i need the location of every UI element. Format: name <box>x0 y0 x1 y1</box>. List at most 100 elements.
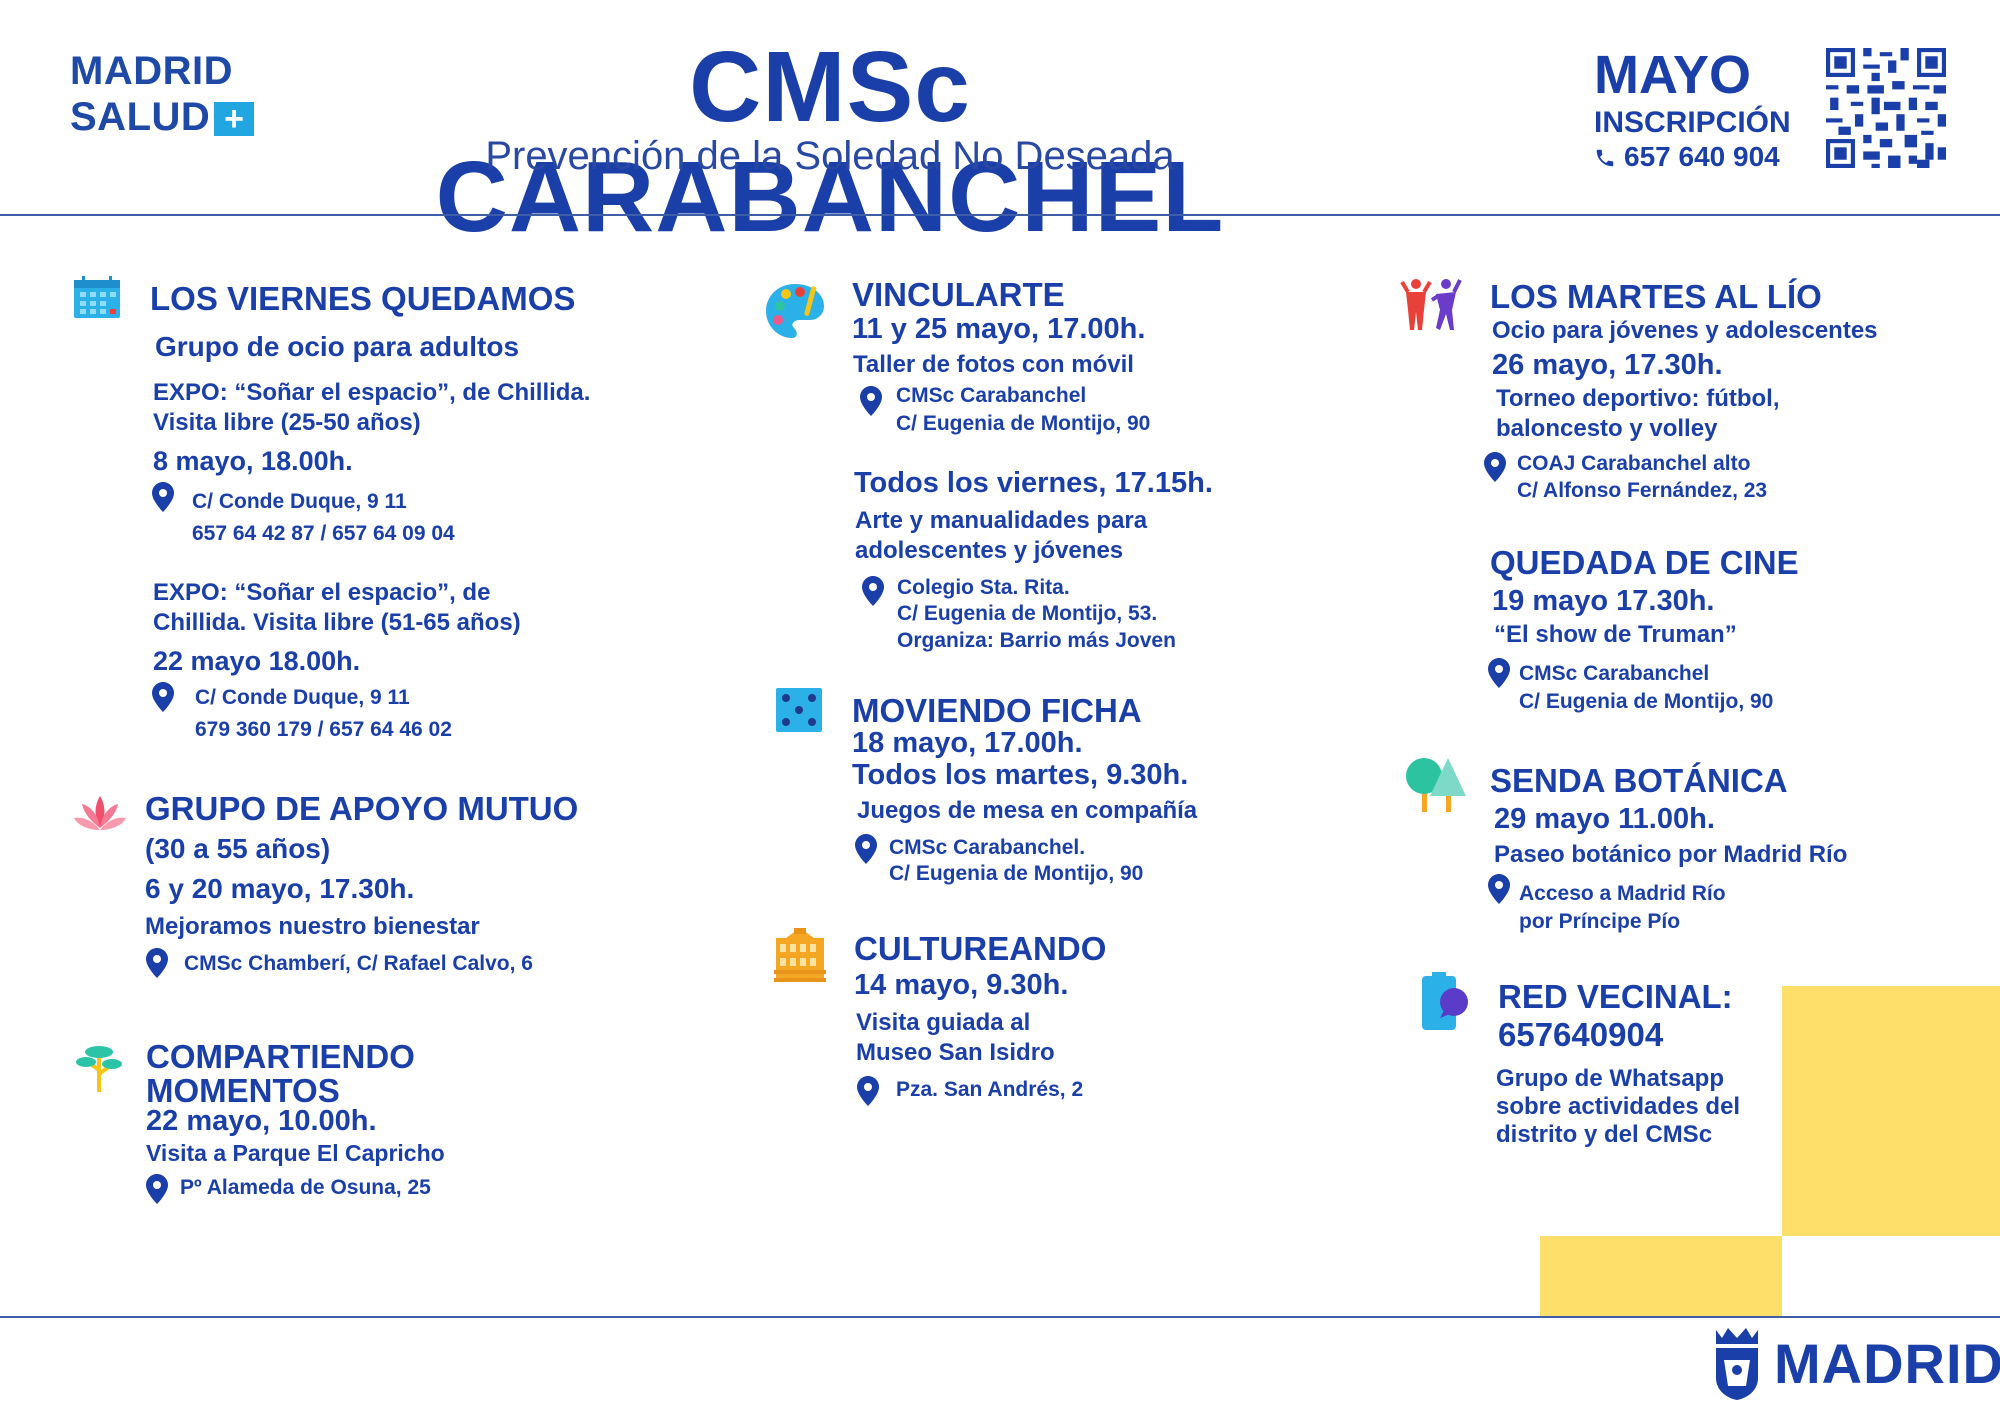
madrid-footer-logo: MADRID <box>1774 1332 2000 1395</box>
red-desc-3: distrito y del CMSc <box>1496 1121 1713 1148</box>
phone-chat-icon <box>1422 972 1468 1030</box>
martes-desc-1: Torneo deportivo: fútbol, <box>1496 385 1780 412</box>
vincularte-location-2b: C/ Eugenia de Montijo, 53. <box>897 602 1158 625</box>
location-pin-icon <box>855 834 877 864</box>
page-subtitle: Prevención de la Soledad No Deseada <box>485 134 1175 178</box>
expo1-location: C/ Conde Duque, 9 11 <box>192 490 407 513</box>
location-pin-icon <box>1488 658 1510 688</box>
senda-desc: Paseo botánico por Madrid Río <box>1494 841 1848 868</box>
month-label: MAYO <box>1594 45 1752 105</box>
location-pin-icon <box>862 576 884 606</box>
cine-location-2: C/ Eugenia de Montijo, 90 <box>1519 690 1774 713</box>
compartiendo-date: 22 mayo, 10.00h. <box>146 1105 377 1137</box>
martes-title: LOS MARTES AL LÍO <box>1490 278 1822 315</box>
footer-divider <box>0 1316 2000 1318</box>
vincularte-location-2: C/ Eugenia de Montijo, 90 <box>896 412 1151 435</box>
cultureando-title: CULTUREANDO <box>854 930 1107 967</box>
location-pin-icon <box>1488 874 1510 904</box>
trees-icon <box>1406 758 1466 812</box>
ficha-date-1: 18 mayo, 17.00h. <box>852 727 1083 759</box>
dice-icon <box>776 688 822 732</box>
compartiendo-title-1: COMPARTIENDO <box>146 1038 415 1075</box>
calendar-icon <box>74 276 120 318</box>
expo1-line2: Visita libre (25-50 años) <box>153 409 421 436</box>
page-title: CMSc CARABANCHEL <box>435 31 1225 253</box>
expo2-phones: 679 360 179 / 657 64 46 02 <box>195 718 452 741</box>
cultureando-location: Pza. San Andrés, 2 <box>896 1078 1084 1101</box>
expo2-line2: Chillida. Visita libre (51-65 años) <box>153 609 521 636</box>
expo1-phones: 657 64 42 87 / 657 64 09 04 <box>192 522 455 545</box>
red-desc-1: Grupo de Whatsapp <box>1496 1065 1724 1092</box>
vincularte-desc-2a: Arte y manualidades para <box>855 507 1148 534</box>
building-icon <box>774 928 826 982</box>
senda-date: 29 mayo 11.00h. <box>1494 803 1715 835</box>
ficha-date-2: Todos los martes, 9.30h. <box>852 759 1189 791</box>
senda-location-2: por Príncipe Pío <box>1519 910 1681 933</box>
apoyo-location: CMSc Chamberí, C/ Rafael Calvo, 6 <box>184 952 533 975</box>
plus-icon: + <box>214 102 255 137</box>
cultureando-desc-1: Visita guiada al <box>856 1009 1031 1036</box>
compartiendo-title-2: MOMENTOS <box>146 1072 340 1109</box>
vincularte-date-2: Todos los viernes, 17.15h. <box>854 467 1213 499</box>
location-pin-icon <box>857 1076 879 1106</box>
lotus-icon <box>74 796 126 830</box>
red-title-2: 657640904 <box>1498 1016 1664 1053</box>
vincularte-desc-2b: adolescentes y jóvenes <box>855 537 1124 564</box>
senda-title: SENDA BOTÁNICA <box>1490 762 1788 799</box>
cine-desc: “El show de Truman” <box>1494 621 1737 648</box>
expo2-date: 22 mayo 18.00h. <box>153 646 361 676</box>
vincularte-title: VINCULARTE <box>852 276 1065 313</box>
vincularte-location-1: CMSc Carabanchel <box>896 384 1087 407</box>
expo2-line1: EXPO: “Soñar el espacio”, de <box>153 579 491 606</box>
red-title-1: RED VECINAL: <box>1498 978 1733 1015</box>
apoyo-title: GRUPO DE APOYO MUTUO <box>145 790 579 827</box>
expo1-date: 8 mayo, 18.00h. <box>153 446 353 476</box>
martes-location-2: C/ Alfonso Fernández, 23 <box>1517 479 1768 502</box>
compartiendo-location: Pº Alameda de Osuna, 25 <box>180 1176 431 1199</box>
viernes-title: LOS VIERNES QUEDAMOS <box>150 280 576 317</box>
vincularte-desc: Taller de fotos con móvil <box>853 351 1134 378</box>
madrid-shield-icon <box>1716 1328 1758 1400</box>
header-divider <box>0 214 2000 216</box>
vincularte-date: 11 y 25 mayo, 17.00h. <box>852 313 1146 345</box>
logo-line1: MADRID <box>70 49 233 93</box>
yellow-block <box>1540 1236 1782 1316</box>
tree-icon <box>76 1046 122 1092</box>
viernes-subtitle: Grupo de ocio para adultos <box>155 331 520 362</box>
location-pin-icon <box>146 1174 168 1204</box>
qr-code-icon[interactable] <box>1826 48 1946 168</box>
apoyo-desc: Mejoramos nuestro bienestar <box>145 913 480 940</box>
location-pin-icon <box>146 948 168 978</box>
ficha-desc: Juegos de mesa en compañía <box>857 797 1198 824</box>
vincularte-organizer: Organiza: Barrio más Joven <box>897 629 1176 652</box>
madrid-salud-logo: MADRID SALUD + <box>70 48 255 140</box>
phone-number[interactable]: 657 640 904 <box>1594 140 1780 174</box>
martes-location-1: COAJ Carabanchel alto <box>1517 452 1751 475</box>
location-pin-icon <box>152 482 174 512</box>
cine-location-1: CMSc Carabanchel <box>1519 662 1710 685</box>
yellow-block <box>1782 986 2000 1236</box>
red-desc-2: sobre actividades del <box>1496 1093 1741 1120</box>
location-pin-icon <box>860 386 882 416</box>
location-pin-icon <box>1484 452 1506 482</box>
phone-text: 657 640 904 <box>1624 141 1780 172</box>
cultureando-desc-2: Museo San Isidro <box>856 1039 1055 1066</box>
ficha-location-1: CMSc Carabanchel. <box>889 836 1086 859</box>
martes-date: 26 mayo, 17.30h. <box>1492 349 1723 381</box>
location-pin-icon <box>152 682 174 712</box>
senda-location-1: Acceso a Madrid Río <box>1519 882 1726 905</box>
cine-date: 19 mayo 17.30h. <box>1492 585 1715 617</box>
expo2-location: C/ Conde Duque, 9 11 <box>195 686 410 709</box>
apoyo-age: (30 a 55 años) <box>145 833 331 864</box>
ficha-location-2: C/ Eugenia de Montijo, 90 <box>889 862 1144 885</box>
phone-icon <box>1596 149 1614 167</box>
cultureando-date: 14 mayo, 9.30h. <box>854 969 1069 1001</box>
inscription-label: INSCRIPCIÓN <box>1594 106 1791 139</box>
martes-subtitle: Ocio para jóvenes y adolescentes <box>1492 317 1878 344</box>
people-dancing-icon <box>1400 279 1462 330</box>
cine-title: QUEDADA DE CINE <box>1490 544 1799 581</box>
apoyo-date: 6 y 20 mayo, 17.30h. <box>145 873 415 904</box>
compartiendo-desc: Visita a Parque El Capricho <box>146 1140 445 1166</box>
logo-line2: SALUD <box>70 95 211 139</box>
palette-icon <box>766 284 824 338</box>
